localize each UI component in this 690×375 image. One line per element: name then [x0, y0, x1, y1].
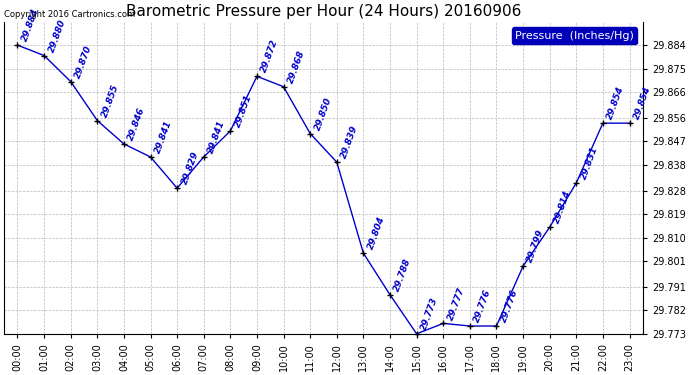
Text: Copyright 2016 Cartronics.com: Copyright 2016 Cartronics.com: [4, 10, 135, 19]
Text: 29.870: 29.870: [73, 44, 94, 80]
Text: 29.854: 29.854: [606, 86, 626, 121]
Text: 29.872: 29.872: [259, 39, 280, 74]
Text: 29.884: 29.884: [20, 8, 41, 43]
Text: 29.839: 29.839: [339, 124, 360, 160]
Text: 29.868: 29.868: [286, 49, 306, 85]
Text: 29.829: 29.829: [180, 150, 200, 186]
Text: 29.880: 29.880: [47, 18, 67, 53]
Text: 29.855: 29.855: [100, 83, 120, 118]
Text: 29.841: 29.841: [206, 119, 227, 155]
Text: 29.814: 29.814: [553, 189, 573, 225]
Text: 29.846: 29.846: [127, 106, 147, 142]
Title: Barometric Pressure per Hour (24 Hours) 20160906: Barometric Pressure per Hour (24 Hours) …: [126, 4, 521, 19]
Text: 29.831: 29.831: [579, 145, 600, 181]
Text: 29.776: 29.776: [500, 288, 520, 324]
Legend: Pressure  (Inches/Hg): Pressure (Inches/Hg): [512, 27, 638, 44]
Text: 29.788: 29.788: [393, 257, 413, 292]
Text: 29.854: 29.854: [632, 86, 653, 121]
Text: 29.851: 29.851: [233, 93, 253, 129]
Text: 29.799: 29.799: [526, 228, 546, 264]
Text: 29.776: 29.776: [473, 288, 493, 324]
Text: 29.777: 29.777: [446, 286, 466, 321]
Text: 29.773: 29.773: [420, 296, 440, 332]
Text: 29.850: 29.850: [313, 96, 333, 131]
Text: 29.804: 29.804: [366, 215, 386, 251]
Text: 29.841: 29.841: [153, 119, 174, 155]
